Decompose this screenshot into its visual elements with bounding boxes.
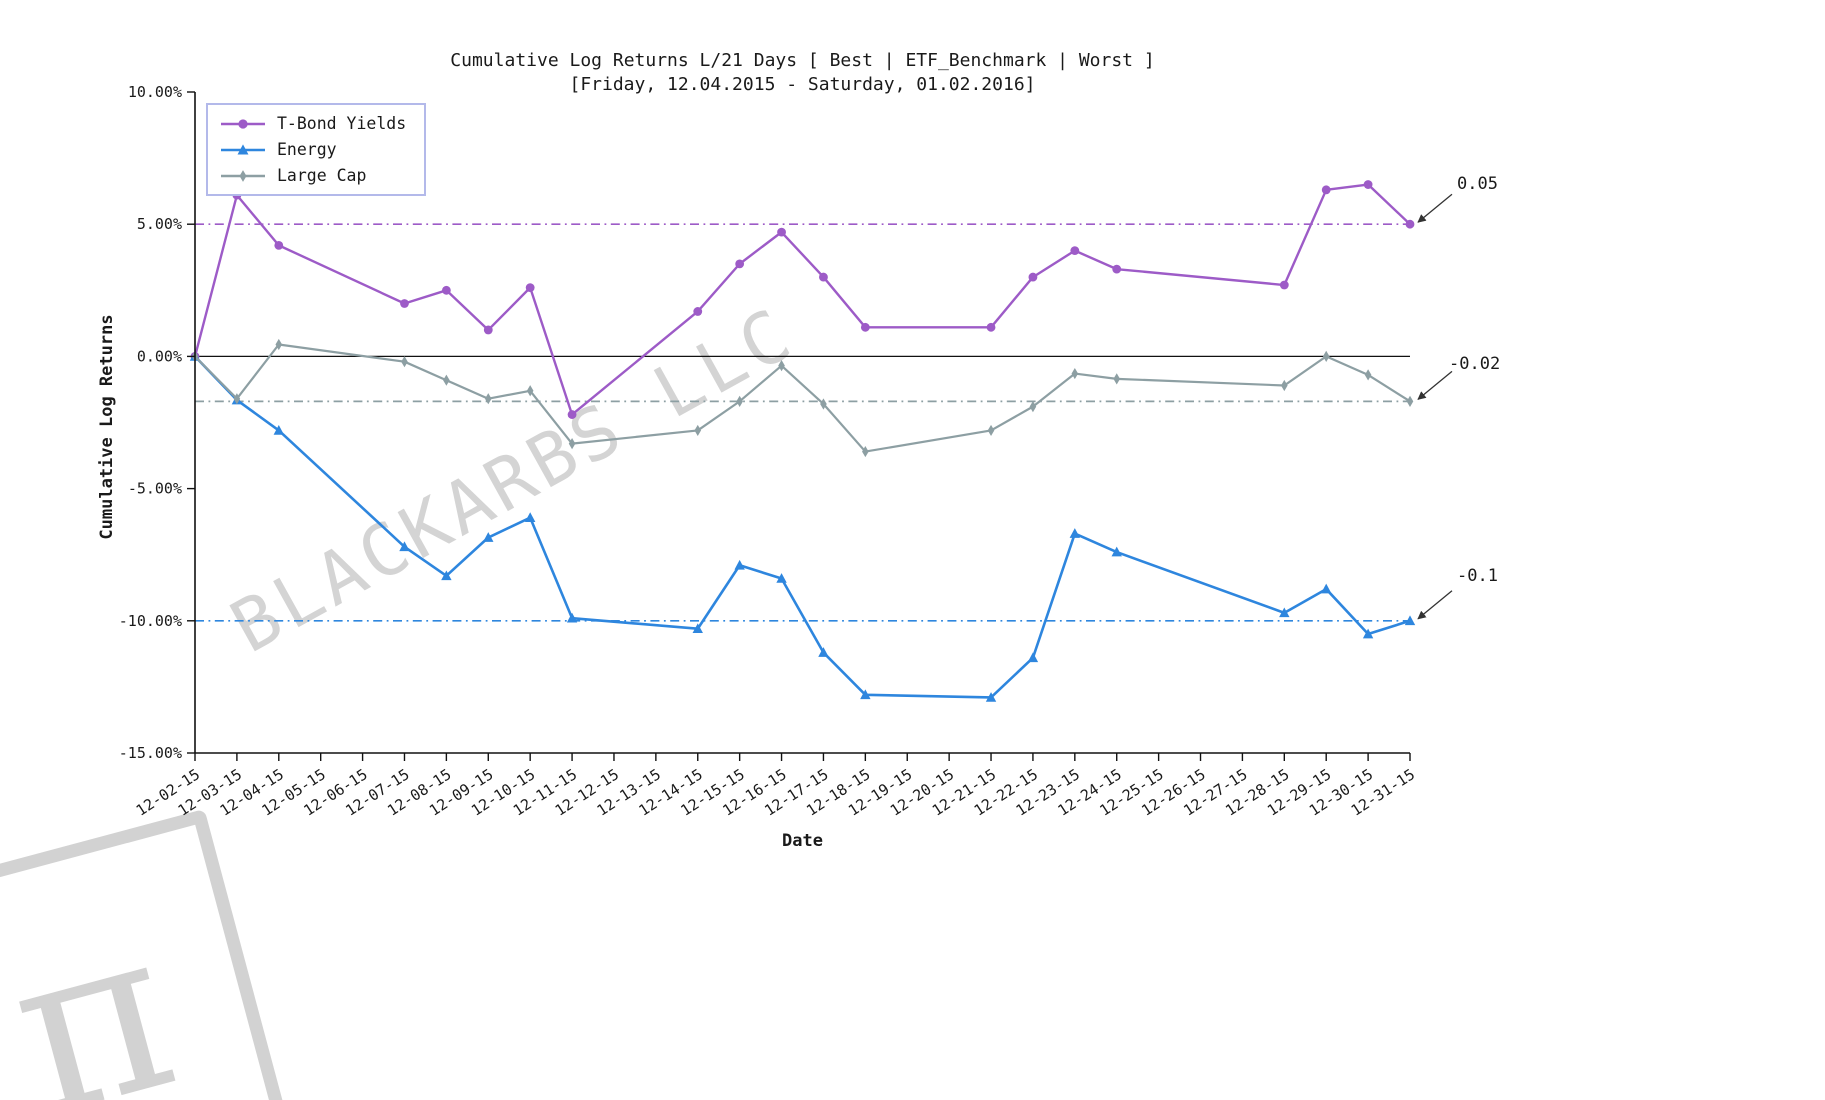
legend-item-t-bond-yields: T-Bond Yields <box>220 114 406 133</box>
marker-diamond <box>736 395 743 407</box>
marker-triangle <box>399 541 410 552</box>
x-axis-label: Date <box>782 831 823 851</box>
series-line-large-cap <box>193 343 1412 453</box>
y-tick-label: 10.00% <box>128 83 182 101</box>
marker-diamond <box>1322 350 1330 362</box>
marker-circle <box>1028 272 1038 282</box>
marker-circle <box>735 259 745 269</box>
marker-triangle <box>483 532 494 542</box>
legend-label: Energy <box>277 140 337 159</box>
marker-diamond <box>1113 373 1121 385</box>
marker-diamond <box>1364 369 1372 381</box>
marker-circle <box>986 322 996 332</box>
annotation-arrow-t-bond-yields <box>1417 193 1453 223</box>
marker-circle <box>819 272 828 282</box>
marker-triangle <box>524 512 536 522</box>
annotation-arrow-energy <box>1417 590 1453 620</box>
marker-diamond <box>1406 395 1414 407</box>
marker-circle <box>860 322 870 332</box>
chart-subtitle: [Friday, 12.04.2015 - Saturday, 01.02.20… <box>569 74 1036 95</box>
marker-triangle <box>818 647 829 657</box>
marker-diamond <box>401 356 408 368</box>
legend-marker-diamond-icon <box>221 169 265 182</box>
legend-label: T-Bond Yields <box>277 114 407 133</box>
marker-circle <box>1070 246 1080 256</box>
annotation-largecap-final: -0.02 <box>1449 354 1501 374</box>
legend-label: Large Cap <box>277 166 367 185</box>
marker-circle <box>567 410 577 419</box>
marker-circle <box>693 307 703 316</box>
marker-triangle <box>860 689 871 700</box>
marker-diamond <box>239 169 247 182</box>
marker-diamond <box>1071 367 1079 380</box>
marker-diamond <box>1029 401 1037 413</box>
marker-circle <box>1321 185 1331 195</box>
chart-title: Cumulative Log Returns L/21 Days [ Best … <box>450 50 1155 71</box>
marker-diamond <box>987 424 995 437</box>
marker-diamond <box>484 393 492 405</box>
y-tick-label: -5.00% <box>128 480 182 498</box>
marker-diamond <box>862 445 869 458</box>
legend-item-energy: Energy <box>220 140 406 159</box>
marker-circle <box>400 299 409 308</box>
marker-triangle <box>1321 583 1332 594</box>
marker-diamond <box>443 374 450 386</box>
marker-triangle <box>692 623 703 634</box>
marker-circle <box>525 283 535 293</box>
marker-diamond <box>1281 379 1288 392</box>
marker-diamond <box>526 385 534 397</box>
marker-circle <box>1405 219 1415 229</box>
marker-triangle <box>237 143 249 155</box>
marker-diamond <box>778 360 785 372</box>
marker-circle <box>483 325 493 335</box>
marker-triangle <box>566 612 578 623</box>
marker-circle <box>274 240 284 250</box>
marker-triangle <box>1027 652 1039 663</box>
y-tick-label: 5.00% <box>137 215 182 233</box>
legend-marker-circle-icon <box>221 118 265 129</box>
marker-triangle <box>985 692 997 702</box>
marker-diamond <box>694 424 702 437</box>
marker-triangle <box>441 570 452 581</box>
legend: T-Bond Yields Energy Large Cap <box>206 103 427 196</box>
marker-diamond <box>568 438 576 450</box>
annotation-arrow-large-cap <box>1417 370 1453 400</box>
marker-triangle <box>734 559 745 570</box>
marker-circle <box>777 227 786 237</box>
marker-triangle <box>1404 615 1416 626</box>
marker-triangle <box>776 573 787 583</box>
y-tick-label: -10.00% <box>119 612 182 630</box>
marker-circle <box>1279 280 1289 290</box>
y-axis-label: Cumulative Log Returns <box>97 314 117 540</box>
marker-circle <box>441 285 451 295</box>
annotation-energy-final: -0.1 <box>1457 566 1498 586</box>
marker-triangle <box>1111 546 1122 557</box>
marker-triangle <box>1069 528 1081 538</box>
y-tick-label: 0.00% <box>137 347 182 365</box>
marker-diamond <box>275 338 283 351</box>
legend-item-large-cap: Large Cap <box>220 166 406 185</box>
series-line-t-bond-yields <box>193 183 1412 416</box>
marker-triangle <box>1362 628 1374 639</box>
y-tick-label: -15.00% <box>119 744 182 762</box>
marker-diamond <box>820 398 827 410</box>
marker-circle <box>238 118 248 129</box>
marker-triangle <box>273 425 284 435</box>
annotation-tbond-final: 0.05 <box>1457 174 1498 194</box>
series-line-energy <box>193 355 1412 699</box>
marker-circle <box>1112 264 1122 274</box>
marker-circle <box>1363 180 1373 189</box>
marker-triangle <box>1279 607 1290 618</box>
marker-diamond <box>233 393 241 405</box>
legend-marker-triangle-up-icon <box>221 143 265 155</box>
